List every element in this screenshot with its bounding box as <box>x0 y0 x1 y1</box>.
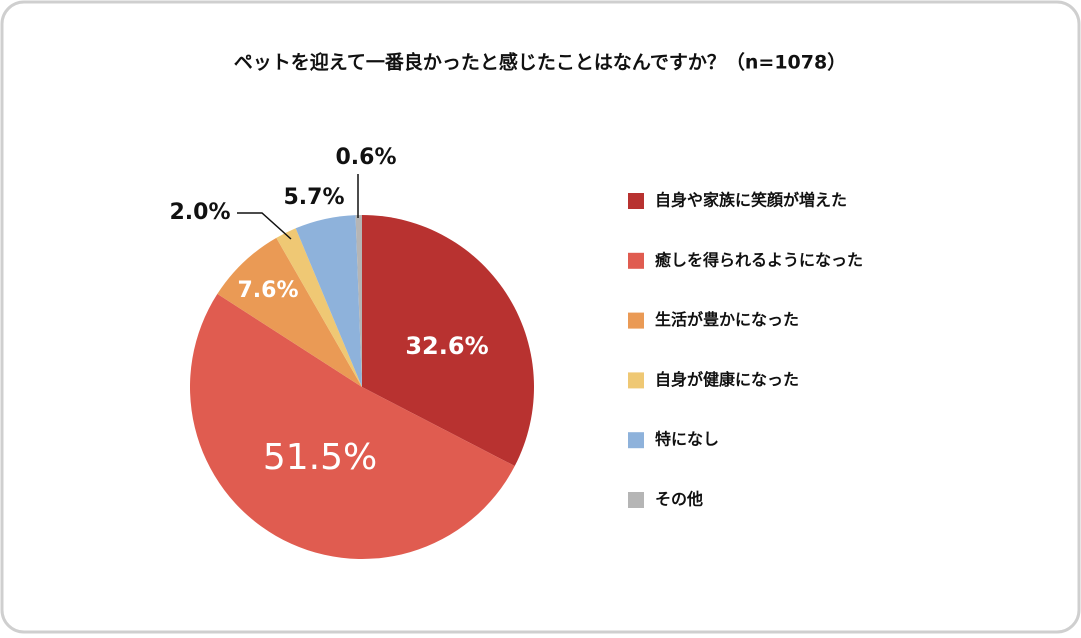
data-label: 5.7% <box>283 185 344 210</box>
legend-swatch <box>628 372 644 389</box>
legend-swatch <box>628 432 644 449</box>
data-label: 2.0% <box>169 200 230 225</box>
pie-slice <box>276 228 362 387</box>
legend-label: 癒しを得られるようになった <box>655 250 863 269</box>
data-label: 7.6% <box>237 278 298 303</box>
pie-slice <box>295 215 362 387</box>
legend-label: 生活が豊かになった <box>655 310 799 329</box>
data-label: 0.6% <box>335 145 396 170</box>
legend-swatch <box>628 492 644 508</box>
pie-slice <box>189 293 515 559</box>
chart-title: ペットを迎えて一番良かったと感じたことはなんですか？（n=1078） <box>234 51 846 74</box>
data-label: 51.5% <box>263 437 377 478</box>
legend-swatch <box>628 252 644 269</box>
legend-label: 特になし <box>655 430 719 449</box>
legend-label: 自身が健康になった <box>655 370 799 389</box>
pie-slice <box>362 215 534 467</box>
legend-label: 自身や家族に笑顔が増えた <box>655 191 847 210</box>
leader-line <box>237 212 292 240</box>
legend-swatch <box>628 193 644 209</box>
pie-slice <box>355 215 362 387</box>
legend-label: その他 <box>655 490 703 509</box>
data-label: 32.6% <box>405 332 488 360</box>
legend-swatch <box>628 312 644 329</box>
pie-slice <box>217 237 362 387</box>
